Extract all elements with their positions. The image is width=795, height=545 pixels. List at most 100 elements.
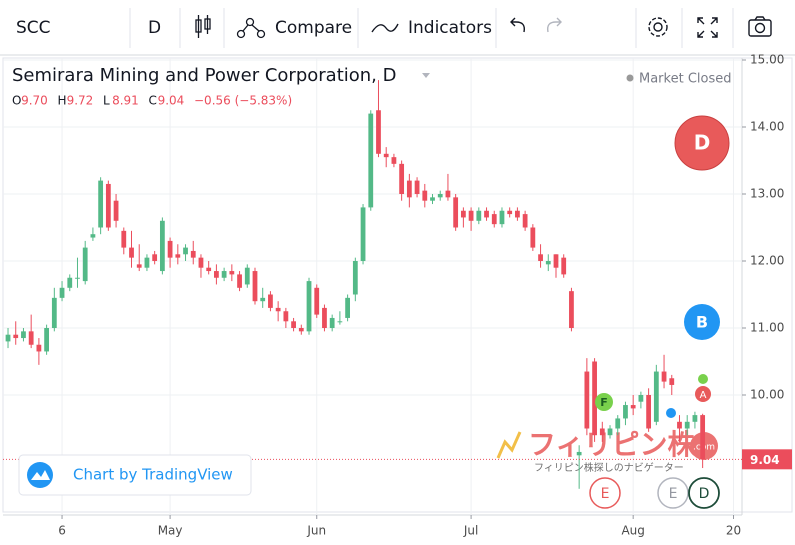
candle-body	[252, 271, 258, 302]
candle-body	[376, 110, 381, 154]
candle-body	[167, 240, 173, 258]
branding[interactable]: Chart by TradingView	[18, 454, 252, 496]
last-price-label: 9.04	[750, 453, 780, 467]
candle-body	[484, 210, 489, 218]
candle-body	[599, 428, 605, 436]
earnings-label: E	[601, 486, 610, 502]
candle-body	[368, 113, 374, 208]
candle-body	[561, 257, 567, 275]
snapshot-button[interactable]	[748, 16, 772, 37]
buyback-label: B	[696, 313, 708, 332]
candle-body	[121, 230, 127, 248]
candle-body	[422, 190, 428, 201]
candle-body	[615, 418, 621, 429]
y-tick-label: 10.00	[750, 388, 784, 402]
split-label: A	[700, 390, 707, 401]
ohlc-value: 9.72	[67, 94, 94, 108]
redo-button[interactable]	[546, 17, 562, 33]
candle-body	[283, 311, 289, 322]
candle-body	[198, 257, 204, 268]
indicators-icon[interactable]	[371, 23, 399, 33]
candle-body	[499, 210, 505, 225]
candle-body	[414, 180, 420, 194]
candle-body	[360, 207, 366, 261]
y-tick-label: 15.00	[750, 53, 784, 67]
x-tick-label: Jul	[463, 524, 478, 538]
branding-logo-mark	[31, 470, 50, 480]
chart-title: Semirara Mining and Power Corporation, D	[12, 65, 396, 86]
dividend-marker[interactable]	[674, 115, 730, 171]
candle-body	[653, 371, 659, 422]
y-tick-label: 11.00	[750, 321, 784, 335]
watermark-arrow	[496, 431, 522, 459]
candle-body	[159, 220, 165, 272]
earnings-label: E	[669, 486, 678, 502]
earnings-marker[interactable]	[657, 477, 689, 509]
candle-body	[607, 428, 613, 436]
candle-body	[322, 307, 327, 328]
x-tick-label: 20	[726, 524, 741, 538]
candle-body	[105, 183, 111, 228]
event-dot[interactable]	[666, 408, 676, 418]
candle-body	[298, 328, 304, 332]
ohlc-value: 9.70	[21, 94, 48, 108]
candle-body	[545, 261, 551, 265]
y-tick-label: 14.00	[750, 120, 784, 134]
candle-body	[638, 395, 644, 402]
title-menu[interactable]	[422, 73, 430, 78]
dividend-marker[interactable]	[688, 477, 720, 509]
candle-body	[406, 180, 412, 198]
chart-style-icon[interactable]	[195, 15, 211, 38]
fullscreen-button[interactable]	[697, 17, 718, 38]
candle-body	[515, 210, 520, 218]
candle-body	[569, 291, 574, 328]
symbol[interactable]: SCC	[16, 18, 51, 38]
candle-body	[383, 153, 389, 158]
financial-label: F	[600, 396, 608, 409]
candle-body	[692, 415, 698, 422]
compare-button[interactable]: Compare	[275, 18, 352, 38]
candle-body	[468, 210, 474, 221]
candle-body	[530, 227, 536, 248]
settings-button[interactable]	[648, 17, 668, 37]
candle-body	[237, 274, 242, 288]
indicators-button[interactable]: Indicators	[408, 18, 492, 38]
y-tick-label: 12.00	[750, 254, 784, 268]
candle-body	[329, 317, 335, 328]
financial-marker[interactable]	[595, 393, 613, 411]
candle-body	[491, 214, 497, 225]
candle-body	[113, 200, 119, 221]
candle-body	[430, 197, 435, 201]
candle-body	[214, 271, 219, 278]
grid	[3, 58, 742, 515]
interval[interactable]: D	[148, 18, 161, 38]
candle-body	[183, 247, 188, 255]
candle-body	[460, 210, 466, 218]
candle-body	[152, 254, 158, 261]
split-marker[interactable]	[695, 386, 711, 402]
event-markers: D B F A E E D	[589, 115, 730, 509]
ohlc-change: −0.56 (−5.83%)	[194, 94, 292, 108]
candle-body	[291, 321, 296, 328]
candle-body	[576, 451, 582, 456]
status-dot	[626, 74, 634, 82]
compare-icon[interactable]	[236, 17, 266, 39]
candle-body	[669, 378, 675, 385]
earnings-marker[interactable]	[589, 477, 621, 509]
undo-button[interactable]	[510, 17, 526, 33]
ohlc-value: 8.91	[112, 94, 139, 108]
ohlc-legend: O 9.70 H 9.72 L 8.91 C 9.04 −0.56 (−5.83%)	[12, 94, 292, 108]
candle-body	[13, 334, 19, 339]
candle-body	[229, 271, 235, 275]
ohlc-key: O	[12, 94, 21, 108]
candle-body	[260, 297, 266, 302]
buyback-marker[interactable]	[684, 304, 720, 340]
candle-body	[391, 157, 397, 164]
candle-body	[700, 415, 706, 460]
candle-body	[437, 194, 443, 198]
event-dot[interactable]	[698, 374, 708, 384]
branding-text: Chart by TradingView	[73, 466, 233, 484]
